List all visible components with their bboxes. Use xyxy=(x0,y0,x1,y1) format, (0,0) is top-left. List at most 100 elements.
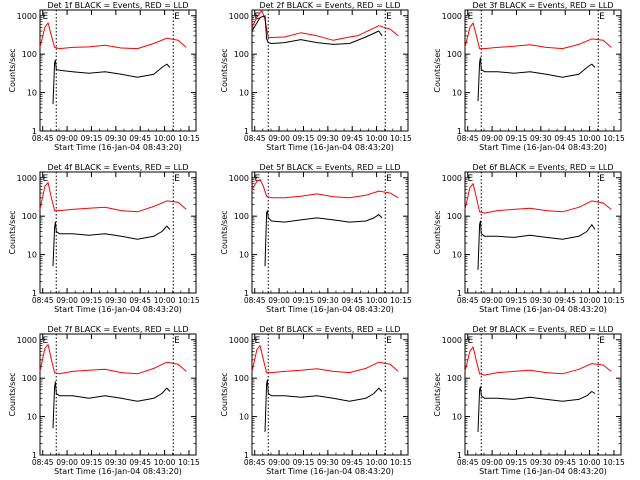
y-tick-label: 1000 xyxy=(442,174,462,183)
x-tick-label: 10:00 xyxy=(366,296,388,305)
lld-rate-series xyxy=(39,22,187,50)
y-tick-label: 10 xyxy=(239,251,249,260)
x-tick-label: 09:15 xyxy=(506,134,528,143)
y-tick-label: 1000 xyxy=(229,12,249,21)
y-tick-label: 1 xyxy=(457,451,462,460)
x-tick-label: 10:15 xyxy=(178,458,200,467)
detector-panel-9: Det 9f BLACK = Events, RED = LLD 1 10 100 10… xyxy=(433,325,625,476)
detector-panel-2: Det 2f BLACK = Events, RED = LLD 1 10 100 10… xyxy=(220,1,412,152)
x-axis-label: Start Time (16-Jan-04 08:43:20) xyxy=(266,467,394,476)
x-tick-label: 10:00 xyxy=(366,458,388,467)
x-tick-label: 10:00 xyxy=(366,134,388,143)
y-tick-label: 1 xyxy=(457,289,462,298)
event-marker-label: E xyxy=(174,336,180,346)
event-rate-series xyxy=(52,381,171,429)
x-tick-label: 09:45 xyxy=(129,296,151,305)
detector-panel-7: Det 7f BLACK = Events, RED = LLD 1 10 100 10… xyxy=(8,325,200,476)
event-marker-label: E xyxy=(254,174,260,184)
panel-title: Det 7f BLACK = Events, RED = LLD xyxy=(47,325,188,334)
x-axis-label: Start Time (16-Jan-04 08:43:20) xyxy=(266,305,394,314)
event-rate-series xyxy=(264,379,383,432)
y-tick-label: 100 xyxy=(22,50,37,59)
plot-frame xyxy=(464,171,622,294)
x-tick-label: 09:30 xyxy=(317,134,339,143)
y-tick-label: 1 xyxy=(32,127,37,136)
event-marker-label: E xyxy=(42,12,48,22)
plot-frame xyxy=(251,333,409,456)
x-tick-label: 10:15 xyxy=(390,134,412,143)
event-marker-label: E xyxy=(254,336,260,346)
y-tick-label: 10 xyxy=(452,251,462,260)
x-tick-label: 10:00 xyxy=(154,458,176,467)
x-tick-label: 09:00 xyxy=(481,134,503,143)
x-tick-label: 09:00 xyxy=(268,134,290,143)
y-tick-label: 1 xyxy=(244,127,249,136)
plot-frame xyxy=(39,171,197,294)
y-tick-label: 1000 xyxy=(229,174,249,183)
x-axis-label: Start Time (16-Jan-04 08:43:20) xyxy=(54,305,182,314)
y-axis-label: Counts/sec xyxy=(433,372,442,416)
x-axis-label: Start Time (16-Jan-04 08:43:20) xyxy=(479,305,607,314)
x-tick-label: 09:45 xyxy=(129,134,151,143)
x-tick-label: 09:00 xyxy=(268,458,290,467)
x-tick-label: 09:30 xyxy=(317,296,339,305)
plot-frame xyxy=(39,333,197,456)
event-marker-label: E xyxy=(386,12,392,22)
y-tick-label: 1 xyxy=(457,127,462,136)
y-axis-label: Counts/sec xyxy=(433,48,442,92)
x-tick-label: 10:15 xyxy=(603,134,625,143)
y-tick-label: 1000 xyxy=(17,12,37,21)
y-tick-label: 1000 xyxy=(442,336,462,345)
x-tick-label: 10:00 xyxy=(154,296,176,305)
x-tick-label: 09:00 xyxy=(56,134,78,143)
event-rate-series xyxy=(264,210,383,267)
panel-title: Det 1f BLACK = Events, RED = LLD xyxy=(47,1,188,10)
x-tick-label: 09:30 xyxy=(105,458,127,467)
y-tick-label: 100 xyxy=(22,212,37,221)
event-rate-series xyxy=(477,220,596,270)
x-axis-label: Start Time (16-Jan-04 08:43:20) xyxy=(266,143,394,152)
x-tick-label: 09:15 xyxy=(506,458,528,467)
x-tick-label: 08:45 xyxy=(32,296,54,305)
y-tick-label: 100 xyxy=(447,212,462,221)
event-marker-label: E xyxy=(42,336,48,346)
y-tick-label: 1000 xyxy=(17,336,37,345)
panel-title: Det 9f BLACK = Events, RED = LLD xyxy=(472,325,613,334)
x-tick-label: 10:15 xyxy=(390,458,412,467)
x-tick-label: 09:45 xyxy=(129,458,151,467)
y-tick-label: 100 xyxy=(234,50,249,59)
x-tick-label: 09:00 xyxy=(481,296,503,305)
x-tick-label: 09:45 xyxy=(554,458,576,467)
event-marker-label: E xyxy=(599,12,605,22)
x-tick-label: 09:30 xyxy=(530,296,552,305)
x-tick-label: 10:00 xyxy=(579,458,601,467)
lld-rate-series xyxy=(464,22,612,50)
x-tick-label: 09:15 xyxy=(506,296,528,305)
event-marker-label: E xyxy=(467,336,473,346)
lld-rate-series xyxy=(251,9,399,41)
panel-title: Det 6f BLACK = Events, RED = LLD xyxy=(472,163,613,172)
y-tick-label: 1000 xyxy=(17,174,37,183)
lld-rate-series xyxy=(251,179,399,199)
y-tick-label: 10 xyxy=(239,89,249,98)
y-axis-label: Counts/sec xyxy=(433,210,442,254)
lld-rate-series xyxy=(464,183,612,214)
y-tick-label: 10 xyxy=(239,413,249,422)
y-axis-label: Counts/sec xyxy=(220,372,229,416)
x-tick-label: 09:45 xyxy=(554,134,576,143)
x-tick-label: 09:15 xyxy=(293,134,315,143)
event-marker-label: E xyxy=(386,336,392,346)
y-tick-label: 1 xyxy=(32,451,37,460)
y-axis-label: Counts/sec xyxy=(8,48,17,92)
y-tick-label: 1000 xyxy=(229,336,249,345)
y-tick-label: 1000 xyxy=(442,12,462,21)
lld-rate-series xyxy=(464,346,612,376)
x-tick-label: 09:45 xyxy=(341,296,363,305)
x-tick-label: 09:15 xyxy=(293,458,315,467)
x-tick-label: 09:15 xyxy=(81,296,103,305)
y-tick-label: 10 xyxy=(452,413,462,422)
x-tick-label: 10:15 xyxy=(603,458,625,467)
x-tick-label: 09:30 xyxy=(105,296,127,305)
detector-panel-1: Det 1f BLACK = Events, RED = LLD 1 10 100 10… xyxy=(8,1,200,152)
